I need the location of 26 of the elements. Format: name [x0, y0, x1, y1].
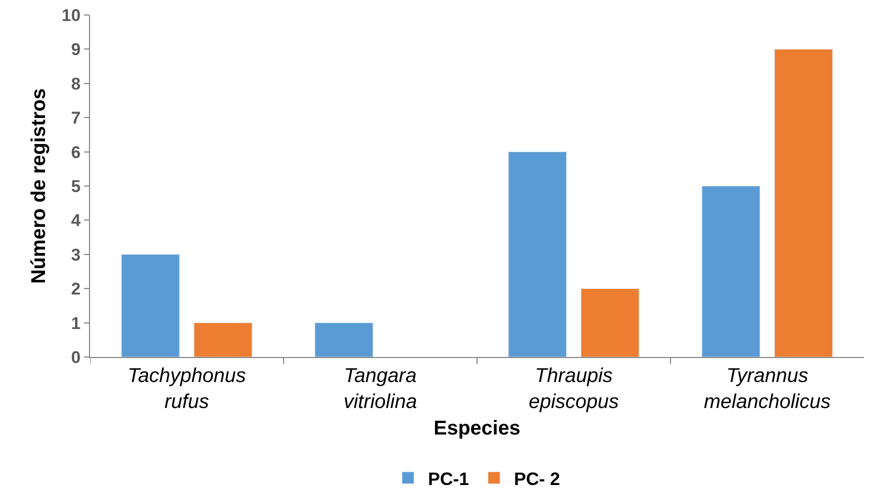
y-tick-label: 6	[71, 142, 81, 162]
bar	[314, 322, 374, 357]
y-tick-label: 7	[71, 108, 81, 128]
bar	[702, 186, 760, 357]
x-axis-title: Especies	[434, 418, 520, 440]
legend-label: PC- 2	[514, 468, 560, 489]
bar	[194, 322, 252, 357]
legend-label: PC-1	[428, 468, 470, 489]
bar	[580, 288, 640, 357]
y-tick-label: 5	[71, 176, 81, 196]
y-tick-label: 1	[71, 314, 81, 333]
x-tick-label: Tachyphonus rufus	[128, 365, 246, 413]
x-tick-label: Tyrannus melancholicus	[704, 365, 831, 413]
bar	[774, 48, 833, 357]
bar	[121, 254, 180, 357]
y-tick-label: 3	[71, 245, 81, 264]
x-tick-label: Tangara vitriolina	[344, 365, 417, 413]
y-axis-title: Número de registros	[28, 88, 50, 284]
y-tick-label: 8	[71, 74, 81, 94]
x-tick-label: Thraupis episcopus	[528, 365, 619, 413]
y-tick-label: 10	[62, 6, 81, 25]
y-tick-label: 0	[71, 348, 81, 367]
y-tick-label: 2	[71, 280, 81, 299]
y-tick-label: 9	[71, 40, 81, 60]
y-tick-label: 4	[71, 211, 82, 230]
bar	[508, 152, 567, 357]
